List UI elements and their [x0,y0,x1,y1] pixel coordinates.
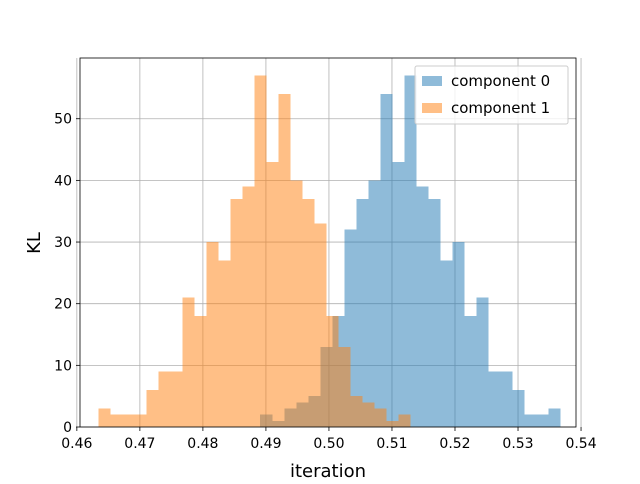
x-tick-label: 0.53 [502,436,533,452]
histogram-bar-component-1 [242,186,255,427]
histogram-bar-component-0 [368,180,381,427]
histogram-bar-component-0 [524,414,537,427]
y-tick-label: 20 [54,297,72,313]
histogram-bar-component-1 [398,414,411,427]
histogram-bar-component-1 [158,371,171,427]
y-tick-label: 0 [63,420,72,436]
histogram-bar-component-0 [380,94,393,427]
histogram-bars [98,75,561,428]
y-axis-ticks: 0 10 20 30 40 50 [54,112,80,436]
histogram-bar-component-1 [374,408,387,427]
histogram-bar-component-0 [440,260,453,427]
x-tick-label: 0.47 [124,436,155,452]
legend: component 0 component 1 [414,65,569,125]
legend-swatch-component-1 [422,103,442,113]
x-tick-label: 0.52 [439,436,470,452]
histogram-bar-component-1 [206,242,219,427]
histogram-bar-component-1 [326,316,339,427]
x-axis-ticks: 0.46 0.47 0.48 0.49 0.50 0.51 0.52 0.53 0.54 [61,427,597,452]
histogram-bar-component-1 [170,371,183,427]
histogram-bar-component-1 [362,402,375,427]
histogram-bar-component-1 [302,198,315,427]
x-tick-label: 0.49 [250,436,281,452]
histogram-bar-component-0 [464,316,477,427]
histogram-bar-component-1 [182,297,195,427]
histogram-bar-component-1 [350,396,363,427]
y-axis-label: KL [24,232,45,254]
x-tick-label: 0.48 [187,436,218,452]
legend-box [414,65,569,125]
histogram-bar-component-1 [218,260,231,427]
histogram-bar-component-1 [278,94,291,427]
histogram-bar-component-0 [428,198,441,427]
histogram-bar-component-1 [146,390,159,427]
y-tick-label: 30 [54,235,72,251]
histogram-bar-component-0 [536,414,549,427]
histogram-bar-component-0 [500,371,513,427]
legend-label-component-0: component 0 [451,72,550,90]
legend-label-component-1: component 1 [451,99,550,117]
histogram-bar-component-0 [392,161,405,428]
histogram-bar-component-1 [134,414,147,427]
histogram-bar-component-1 [110,414,123,427]
y-tick-label: 10 [54,358,72,374]
histogram-bar-component-1 [314,223,327,427]
x-tick-label: 0.50 [313,436,344,452]
x-axis-label: iteration [290,461,366,480]
histogram-bar-component-0 [476,297,489,427]
histogram-bar-component-1 [194,316,207,427]
histogram-bar-component-0 [512,390,525,427]
y-tick-label: 50 [54,112,72,128]
histogram-bar-component-0 [488,371,501,427]
histogram-bar-component-0 [356,198,369,427]
histogram-bar-component-1 [338,346,351,427]
x-tick-label: 0.46 [61,436,92,452]
histogram-bar-component-1 [266,161,279,428]
histogram-bar-component-1 [254,75,267,428]
histogram-bar-component-1 [98,408,111,427]
x-tick-label: 0.51 [376,436,407,452]
plot-frame [79,57,577,428]
histogram-bar-component-0 [548,408,561,427]
histogram-bar-component-0 [416,186,429,427]
histogram-bar-component-1 [290,180,303,427]
histogram-bar-component-1 [230,198,243,427]
histogram-bar-component-1 [122,414,135,427]
x-tick-label: 0.54 [565,436,596,452]
histogram-bar-component-1 [386,420,399,427]
legend-swatch-component-0 [422,76,442,86]
y-tick-label: 40 [54,173,72,189]
histogram-bar-component-0 [452,242,465,427]
histogram-bar-component-0 [404,75,417,428]
